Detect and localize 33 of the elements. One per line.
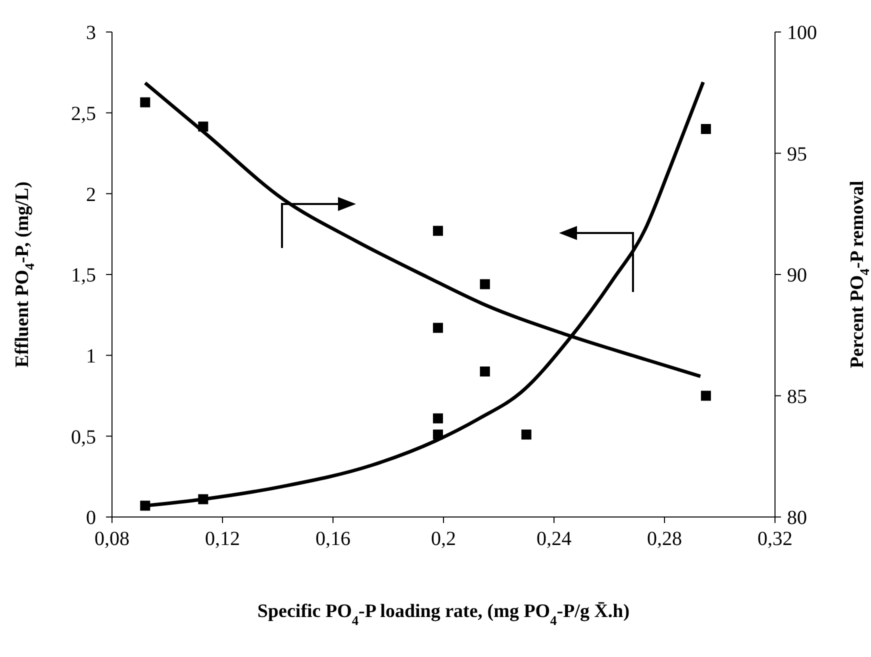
y2-tick-label: 85 <box>787 386 807 408</box>
x-tick-label: 0,16 <box>316 528 350 550</box>
point <box>198 122 208 132</box>
y-tick-label: 1,5 <box>71 264 96 287</box>
point <box>432 430 443 440</box>
y2-tick-label: 95 <box>787 143 807 166</box>
x-tick-label: 0,2 <box>431 528 456 550</box>
x-tick-label: 0,32 <box>758 528 792 550</box>
x-tick-label: 0,08 <box>94 528 130 550</box>
point <box>198 494 208 504</box>
x-tick-label: 0,24 <box>536 528 572 550</box>
y-tick-label: 3 <box>86 22 96 44</box>
point <box>432 226 443 236</box>
point <box>480 279 490 290</box>
point <box>521 430 532 440</box>
point <box>480 366 490 376</box>
point <box>432 413 443 424</box>
y-tick-label: 2,5 <box>71 102 96 125</box>
y-tick-label: 1 <box>86 345 96 368</box>
point <box>700 124 711 134</box>
y-tick-label: 0 <box>86 507 96 530</box>
point <box>432 322 443 333</box>
point <box>140 500 150 511</box>
y2-tick-label: 90 <box>787 264 807 287</box>
y-tick-label: 2 <box>86 184 96 206</box>
y2-tick-label: 100 <box>787 22 817 44</box>
x-tick-label: 0,28 <box>647 528 682 550</box>
y2-tick-label: 80 <box>787 507 807 530</box>
point <box>700 390 711 401</box>
point <box>140 97 150 108</box>
y-tick-label: 0,5 <box>71 426 96 448</box>
x-tick-label: 0,12 <box>205 528 240 550</box>
x-axis-title: Specific PO$_{4}$-P loading rate, (mg PO$_{4}$-P/g X̄.h) <box>257 601 630 628</box>
